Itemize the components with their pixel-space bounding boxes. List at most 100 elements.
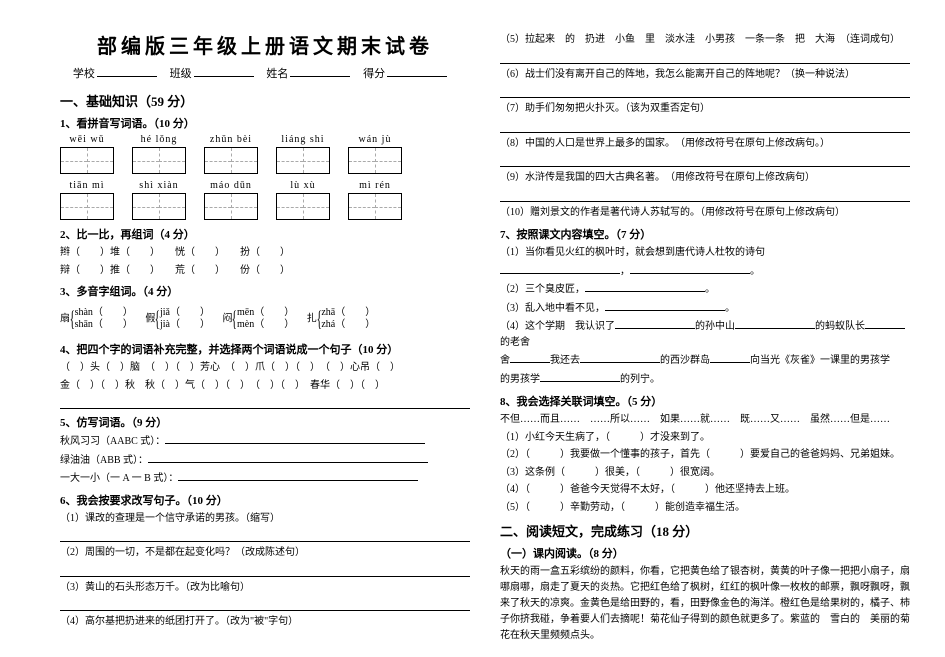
pinyin-cell: máo dūn <box>204 180 258 191</box>
q8-i2: （2）（ ）我要做一个懂事的孩子，首先（ ）要爱自己的爸爸妈妈、兄弟姐妹。 <box>500 447 910 463</box>
q2-row1: 辫（ ）堆（ ） 恍（ ） 扮（ ） <box>60 245 470 261</box>
student-info: 学校 班级 姓名 得分 <box>60 65 470 81</box>
q5-l2: 绿油油（ABB 式）： <box>60 452 470 469</box>
answer-line <box>500 85 910 98</box>
q7-l1b: ，。 <box>500 263 910 280</box>
q7-l3: （3）乱入地中看不见，。 <box>500 300 910 317</box>
char-box <box>60 193 114 220</box>
q7-text: 的西沙群岛 <box>660 355 710 366</box>
q6-head: 6、我会按要求改写句子。（10 分） <box>60 492 470 508</box>
q6-item-5: （5）拉起来 的 扔进 小鱼 里 淡水洼 小男孩 一条一条 把 大海 （连词成句… <box>500 32 910 48</box>
answer-line <box>500 120 910 133</box>
read1-head: （一）课内阅读。（8 分） <box>500 545 910 561</box>
char-box <box>348 147 402 174</box>
q7-text: 的老舍 <box>500 337 530 348</box>
q6-item-8: （8）中国的人口是世界上最多的国家。 （用修改符号在原句上修改病句。） <box>500 136 910 152</box>
q3-head: 3、多音字组词。（4 分） <box>60 283 470 299</box>
q3-row: 扇{shàn（ ）shān（ ） 假{jiǎ（ ）jià（ ） 闷{mēn（ ）… <box>60 302 470 336</box>
q2-row2: 辩（ ）推（ ） 荒（ ） 份（ ） <box>60 263 470 279</box>
q7-l4: （4）这个学期 我认识了的孙中山的蚂蚁队长的老舍 <box>500 318 910 350</box>
q8-head: 8、我会选择关联词填空。（5 分） <box>500 393 910 409</box>
q4-row2: 金（ ）（ ）秋 秋（ ）气（ ）（ ） （ ）（ ） 春华（ ）（ ） <box>60 378 470 394</box>
pinyin-cell: hé lǒng <box>132 134 186 145</box>
q7-l1: （1）当你看见火红的枫叶时，就会想到唐代诗人杜牧的诗句 <box>500 245 910 261</box>
q6-item-6: （6）战士们没有离开自己的阵地，我怎么能离开自己的阵地呢？（换一种说法） <box>500 67 910 83</box>
blank-school <box>97 65 157 77</box>
char-box <box>132 193 186 220</box>
q7-text: （4）这个学期 我认识了 <box>500 321 615 332</box>
q5-head: 5、仿写词语。（9 分） <box>60 414 470 430</box>
answer-line <box>60 598 470 611</box>
right-column: （5）拉起来 的 扔进 小鱼 里 淡水洼 小男孩 一条一条 把 大海 （连词成句… <box>500 30 910 647</box>
q6-item-7: （7）助手们匆匆把火扑灭。（该为双重否定句） <box>500 101 910 117</box>
answer-line <box>60 564 470 577</box>
pinyin-row-1: wēi wǔ hé lǒng zhǔn bèi liáng shi wán jù <box>60 134 470 145</box>
blank-class <box>194 65 254 77</box>
section-2-head: 二、阅读短文，完成练习（18 分） <box>500 521 910 540</box>
q5-l1: 秋风习习（AABC 式）： <box>60 433 470 450</box>
char-grid-row-2 <box>60 193 470 220</box>
char-box <box>276 193 330 220</box>
blank-score <box>387 65 447 77</box>
q8-i5: （5）（ ）辛勤劳动，（ ）能创造幸福生活。 <box>500 500 910 516</box>
label-school: 学校 <box>73 68 95 80</box>
q8-opts: 不但……而且…… ……所以…… 如果……就…… 既……又…… 虽然……但是…… <box>500 412 910 428</box>
pinyin-row-2: tiān mì shì xiàn máo dūn lù xù mì rén <box>60 180 470 191</box>
char-box <box>204 193 258 220</box>
q7-text: （2）三个臭皮匠， <box>500 284 585 295</box>
blank-name <box>290 65 350 77</box>
answer-line <box>500 189 910 202</box>
pinyin-cell: mì rén <box>348 180 402 191</box>
q7-head: 7、按照课文内容填空。（7 分） <box>500 226 910 242</box>
q1-head: 1、看拼音写词语。（10 分） <box>60 115 470 131</box>
q6-item-3: （3）黄山的石头形态万千。（改为比喻句） <box>60 580 470 596</box>
answer-line <box>500 51 910 64</box>
char-grid-row-1 <box>60 147 470 174</box>
section-1-head: 一、基础知识（59 分） <box>60 91 470 110</box>
exam-title: 部编版三年级上册语文期末试卷 <box>60 30 470 59</box>
pinyin-cell: zhǔn bèi <box>204 134 258 145</box>
label-class: 班级 <box>170 68 192 80</box>
q8-i4: （4）（ ）爸爸今天觉得不太好，（ ）他还坚持去上班。 <box>500 482 910 498</box>
q4-head: 4、把四个字的词语补充完整，并选择两个词语说成一个句子（10 分） <box>60 341 470 357</box>
q7-text: 向当光《灰雀》一课里的男孩学 <box>750 355 890 366</box>
q2-head: 2、比一比，再组词（4 分） <box>60 226 470 242</box>
pinyin-cell: wán jù <box>348 134 402 145</box>
label-score: 得分 <box>363 68 385 80</box>
q6-item-10: （10）赠刘景文的作者是著代诗人苏轼写的。（用修改符号在原句上修改病句） <box>500 205 910 221</box>
q5-l3-label: 一大一小（一 A 一 B 式）： <box>60 473 178 484</box>
pinyin-cell: liáng shi <box>276 134 330 145</box>
pinyin-cell: lù xù <box>276 180 330 191</box>
answer-line <box>60 529 470 542</box>
left-column: 部编版三年级上册语文期末试卷 学校 班级 姓名 得分 一、基础知识（59 分） … <box>60 30 470 647</box>
q5-l2-label: 绿油油（ABB 式）： <box>60 455 148 466</box>
q7-text: 的列宁。 <box>620 374 660 385</box>
q7-text: （1）当你看见火红的枫叶时，就会想到唐代诗人杜牧的诗句 <box>500 247 765 258</box>
pinyin-cell: wēi wǔ <box>60 134 114 145</box>
pinyin-cell: shì xiàn <box>132 180 186 191</box>
q6-item-4: （4）高尔基把扔进来的纸团打开了。（改为"被"字句） <box>60 614 470 630</box>
char-box <box>132 147 186 174</box>
q7-l4c: 的男孩学的列宁。 <box>500 371 910 388</box>
q6-item-2: （2）周围的一切，不是都在起变化吗？（改成陈述句） <box>60 545 470 561</box>
q4-answer-line <box>60 396 470 409</box>
q7-l2: （2）三个臭皮匠，。 <box>500 281 910 298</box>
read1-text: 秋天的雨一盒五彩缤纷的颜料，你看，它把黄色给了银杏树，黄黄的叶子像一把把小扇子，… <box>500 564 910 644</box>
char-box <box>276 147 330 174</box>
pinyin-cell: tiān mì <box>60 180 114 191</box>
q7-text: ， <box>620 266 630 277</box>
q6-item-9: （9）水浒传是我国的四大古典名著。 （用修改符号在原句上修改病句） <box>500 170 910 186</box>
q5-l3: 一大一小（一 A 一 B 式）： <box>60 470 470 487</box>
answer-line <box>500 154 910 167</box>
q7-l4b: 舍我还去的西沙群岛向当光《灰雀》一课里的男孩学 <box>500 352 910 369</box>
q7-text: （3）乱入地中看不见， <box>500 303 605 314</box>
label-name: 姓名 <box>266 68 288 80</box>
q6-item-1: （1）课改的查理是一个信守承诺的男孩。（缩写） <box>60 511 470 527</box>
q4-row1: （ ）头（ ）脑 （ ）（ ）芳心 （ ）爪（ ）（ ） （ ）心吊（ ） <box>60 360 470 376</box>
q8-i1: （1）小红今天生病了，（ ）才没来到了。 <box>500 430 910 446</box>
char-box <box>348 193 402 220</box>
char-box <box>204 147 258 174</box>
char-box <box>60 147 114 174</box>
q7-text: 的蚂蚁队长 <box>815 321 865 332</box>
q8-i3: （3）这条例（ ）很美，（ ）很宽阔。 <box>500 465 910 481</box>
